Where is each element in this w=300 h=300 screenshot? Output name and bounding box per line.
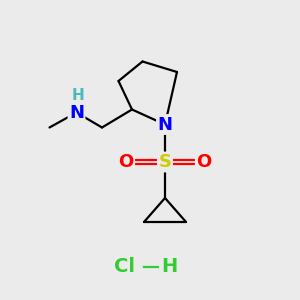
Text: O: O xyxy=(118,153,134,171)
Text: N: N xyxy=(69,103,84,122)
Text: S: S xyxy=(158,153,172,171)
Text: O: O xyxy=(196,153,211,171)
Text: H: H xyxy=(161,257,178,277)
Text: H: H xyxy=(72,88,84,103)
Text: N: N xyxy=(158,116,172,134)
Text: Cl: Cl xyxy=(114,257,135,277)
